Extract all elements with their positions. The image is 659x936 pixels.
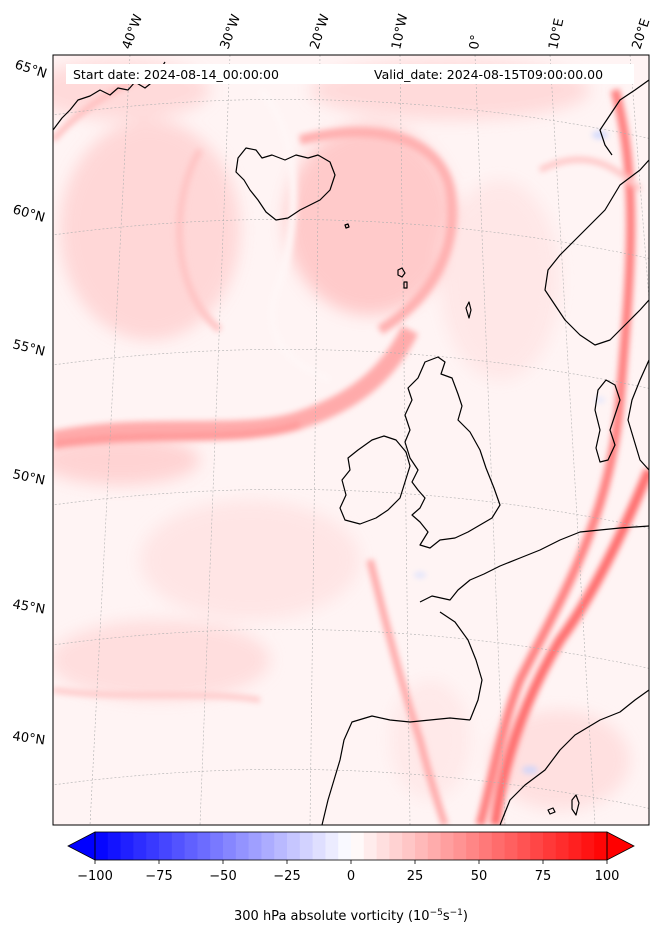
colorbar-cell — [555, 832, 570, 860]
iceland-coast — [235, 147, 336, 221]
colorbar-cell — [427, 832, 442, 860]
start-date-label: Start date: 2024-08-14_00:00:00 — [73, 67, 279, 82]
biscay-coast — [439, 611, 483, 721]
lon-label-10w: 10°W — [389, 12, 411, 50]
colorbar-tick-label: 50 — [471, 869, 488, 884]
graticule — [53, 55, 649, 825]
ireland-coast — [339, 435, 411, 525]
colorbar-cell — [568, 832, 582, 860]
colorbar-tick-label: −50 — [209, 869, 236, 884]
iberia-coast — [321, 715, 471, 825]
colorbar-cell — [171, 832, 186, 860]
colorbar-cell — [235, 832, 250, 860]
colorbar-cell — [287, 832, 301, 860]
colorbar-cell — [146, 832, 160, 860]
lat-label-40n: 40°N — [11, 729, 46, 748]
colorbar-cell — [530, 832, 544, 860]
norway-coast — [544, 159, 649, 346]
lat-label-65n: 65°N — [13, 58, 49, 82]
shetland — [465, 301, 472, 319]
great-britain-coast — [404, 356, 501, 549]
lat-label-60n: 60°N — [11, 202, 47, 225]
lon-label-20e: 20°E — [630, 17, 654, 51]
jan-mayen-small — [344, 223, 350, 229]
france-coast — [419, 525, 649, 603]
colorbar-cell — [543, 832, 557, 860]
colorbar-cell — [363, 832, 378, 860]
colorbar-cell — [479, 832, 493, 860]
colorbar-cell — [453, 832, 467, 860]
colorbar-cell — [133, 832, 147, 860]
lat-label-50n: 50°N — [11, 467, 46, 488]
balearic — [547, 807, 556, 815]
colorbar-tick-label: 0 — [347, 869, 355, 884]
colorbar-cell — [466, 832, 480, 860]
lon-label-0: 0° — [467, 34, 484, 51]
vorticity-field — [53, 60, 649, 825]
lon-label-30w: 30°W — [218, 12, 244, 51]
mediterranean-coast — [499, 689, 649, 825]
lat-label-45n: 45°N — [11, 597, 46, 617]
lon-label-20w: 20°W — [308, 12, 333, 51]
colorbar-cell — [325, 832, 339, 860]
annotation-background — [66, 64, 634, 84]
map-frame — [52, 54, 650, 826]
colorbar-cell — [299, 832, 314, 860]
longitude-labels: 40°W 30°W 20°W 10°W 0° 10°E 20°E — [120, 12, 654, 51]
colorbar-cell — [95, 832, 109, 860]
colorbar-tick-label: 25 — [407, 869, 424, 884]
colorbar-cell — [197, 832, 211, 860]
corsica-sardinia — [571, 794, 580, 816]
colorbar-tick-label: −75 — [145, 869, 172, 884]
map-panel: Start date: 2024-08-14_00:00:00 Valid_da… — [53, 55, 649, 825]
colorbar-cell — [120, 832, 134, 860]
colorbar-tick-label: 100 — [595, 869, 620, 884]
colorbar-cell — [274, 832, 288, 860]
colorbar-tick-label: −25 — [273, 869, 300, 884]
colorbar-label: 300 hPa absolute vorticity (10−5s−1) — [234, 908, 468, 924]
colorbar-cell — [261, 832, 275, 860]
colorbar-ticks: −100 −75 −50 −25 0 25 50 75 100 — [77, 860, 619, 884]
colorbar-cell — [376, 832, 390, 860]
colorbar-tick-label: −100 — [77, 869, 113, 884]
colorbar-cell — [389, 832, 403, 860]
colorbar-cell — [402, 832, 416, 860]
colorbar-cells — [95, 832, 608, 860]
colorbar-cell — [581, 832, 595, 860]
colorbar-cell — [223, 832, 237, 860]
colorbar-cell — [594, 832, 608, 860]
colorbar-tick-label: 75 — [535, 869, 552, 884]
colorbar-cell — [312, 832, 326, 860]
denmark-coast — [594, 379, 621, 463]
colorbar-cell — [504, 832, 518, 860]
norway-northern-coast — [599, 79, 649, 156]
lat-label-55n: 55°N — [11, 337, 46, 359]
colorbar-cell — [338, 832, 352, 860]
colorbar-extend-max — [606, 831, 635, 861]
colorbar: −100 −75 −50 −25 0 25 50 75 100 300 hPa absolute… — [67, 831, 635, 924]
colorbar-extend-min — [67, 831, 96, 861]
sweden-coast — [627, 359, 649, 471]
colorbar-cell — [351, 832, 365, 860]
valid-date-label: Valid_date: 2024-08-15T09:00:00.00 — [374, 67, 603, 82]
colorbar-cell — [248, 832, 262, 860]
colorbar-cell — [210, 832, 224, 860]
colorbar-cell — [517, 832, 531, 860]
colorbar-cell — [107, 832, 122, 860]
colorbar-cell — [184, 832, 198, 860]
lon-label-10e: 10°E — [546, 17, 567, 51]
coastlines — [53, 61, 649, 825]
faroe-islands — [397, 267, 408, 289]
colorbar-cell — [440, 832, 454, 860]
lon-label-40w: 40°W — [120, 12, 146, 51]
latitude-labels: 65°N 60°N 55°N 50°N 45°N 40°N — [11, 58, 49, 749]
colorbar-cell — [159, 832, 173, 860]
colorbar-cell — [491, 832, 506, 860]
colorbar-cell — [415, 832, 429, 860]
